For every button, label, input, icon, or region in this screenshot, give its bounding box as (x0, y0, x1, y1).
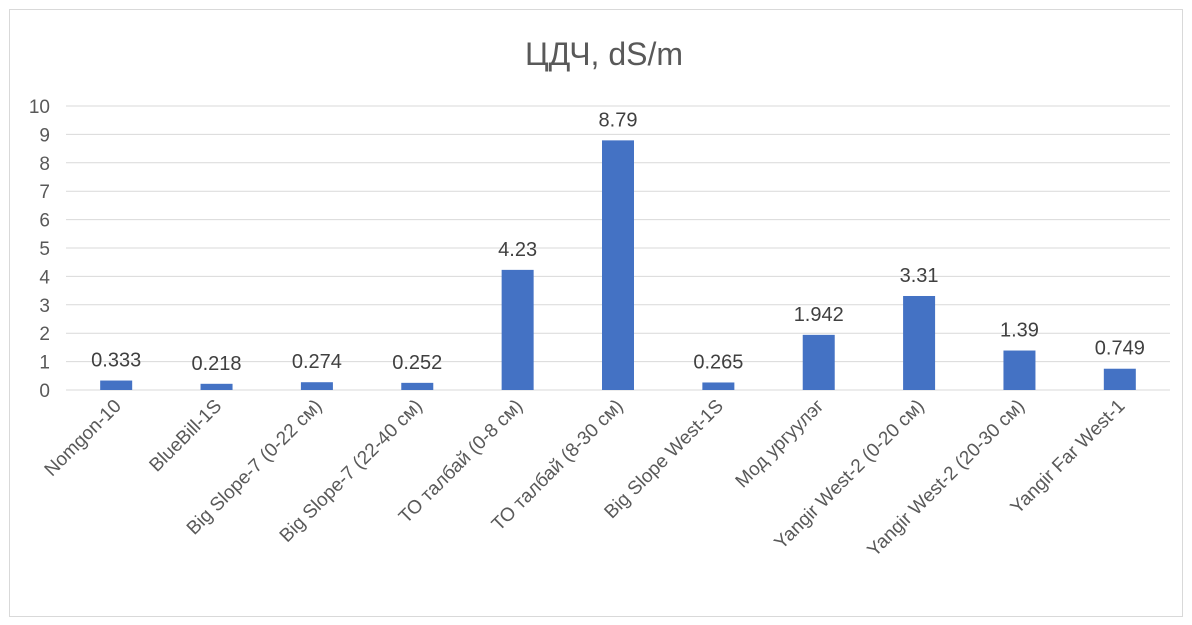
chart-area (9, 9, 1183, 617)
y-tick-label: 1 (39, 353, 50, 374)
data-labels: 0.333 0.218 0.274 0.252 4.23 8.79 0.265 1.942 3.… (91, 109, 1145, 374)
bar (602, 140, 634, 390)
bar (200, 383, 233, 390)
bar (903, 295, 936, 390)
x-category-label: Nomgon-10 (41, 396, 126, 481)
data-label: 0.218 (192, 353, 242, 375)
data-label: 3.31 (900, 265, 939, 287)
data-label: 1.39 (1000, 320, 1039, 342)
data-label: 0.274 (292, 351, 342, 373)
bar (501, 269, 534, 390)
x-category-label: Мод ургуулэг (732, 396, 829, 493)
data-label: 8.79 (599, 109, 638, 131)
data-label: 1.942 (794, 304, 844, 326)
y-tick-label: 2 (39, 324, 50, 345)
y-tick-label: 5 (39, 239, 50, 260)
y-tick-label: 4 (39, 267, 50, 288)
data-label: 0.333 (91, 350, 141, 372)
bar (401, 382, 434, 390)
y-tick-label: 3 (39, 296, 50, 317)
y-tick-label: 6 (39, 211, 50, 232)
bar (300, 382, 333, 390)
bar (802, 334, 835, 390)
y-tick-label: 10 (29, 97, 50, 118)
chart-title: ЦДЧ, dS/m (525, 36, 683, 72)
bar (100, 380, 133, 390)
data-label: 0.265 (693, 351, 743, 373)
y-tick-label: 9 (39, 125, 50, 146)
data-label: 0.252 (392, 352, 442, 374)
bars (100, 140, 1136, 390)
data-label: 0.749 (1095, 338, 1145, 360)
y-tick-label: 0 (39, 381, 50, 402)
data-label: 4.23 (498, 239, 537, 261)
x-category-label: BlueBill-1S (146, 396, 227, 477)
bar (702, 382, 735, 390)
y-axis-ticks: 0 1 2 3 4 5 6 7 8 9 10 (29, 97, 51, 402)
bar (1003, 350, 1036, 390)
y-tick-label: 7 (39, 182, 50, 203)
bar (1103, 368, 1136, 390)
y-tick-label: 8 (39, 154, 50, 175)
